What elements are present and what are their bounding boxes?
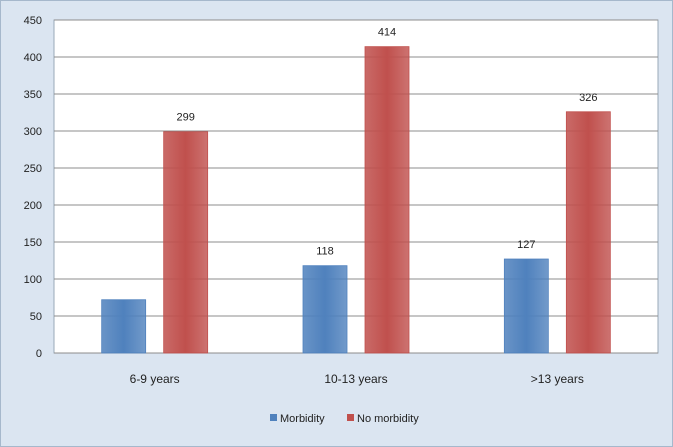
bar-no-morbidity bbox=[364, 46, 410, 354]
legend-label: No morbidity bbox=[357, 413, 419, 425]
x-category-label: 6-9 years bbox=[130, 372, 180, 386]
y-tick-label: 0 bbox=[36, 348, 42, 360]
data-label: 326 bbox=[579, 92, 597, 104]
x-category-label: 10-13 years bbox=[324, 372, 387, 386]
y-tick-label: 250 bbox=[24, 163, 42, 175]
data-labels: 299 118 414 127 326 bbox=[176, 27, 597, 258]
y-tick-label: 150 bbox=[24, 237, 42, 249]
y-tick-label: 350 bbox=[24, 89, 42, 101]
y-tick-label: 300 bbox=[24, 126, 42, 138]
x-category-label: >13 years bbox=[531, 372, 584, 386]
x-axis-categories: 6-9 years 10-13 years >13 years bbox=[130, 372, 584, 386]
bar-no-morbidity bbox=[565, 111, 611, 354]
data-label: 127 bbox=[517, 239, 535, 251]
data-label: 299 bbox=[176, 112, 194, 124]
bars bbox=[101, 46, 611, 354]
data-label: 414 bbox=[378, 27, 396, 39]
plot-area bbox=[53, 19, 659, 354]
bar-morbidity bbox=[503, 258, 549, 354]
data-label: 118 bbox=[316, 246, 334, 258]
y-tick-label: 50 bbox=[30, 311, 42, 323]
bar-morbidity bbox=[302, 265, 348, 354]
bar-no-morbidity bbox=[163, 131, 209, 354]
legend-label: Morbidity bbox=[280, 413, 325, 425]
gridlines bbox=[54, 19, 658, 354]
y-tick-label: 100 bbox=[24, 274, 42, 286]
y-tick-label: 200 bbox=[24, 200, 42, 212]
legend: Morbidity No morbidity bbox=[270, 413, 419, 425]
y-tick-label: 450 bbox=[24, 15, 42, 27]
bar-morbidity bbox=[101, 299, 147, 354]
legend-swatch bbox=[270, 414, 277, 421]
y-axis-ticks: 0 50 100 150 200 250 300 350 400 450 bbox=[24, 15, 42, 360]
legend-swatch bbox=[347, 414, 354, 421]
y-tick-label: 400 bbox=[24, 52, 42, 64]
